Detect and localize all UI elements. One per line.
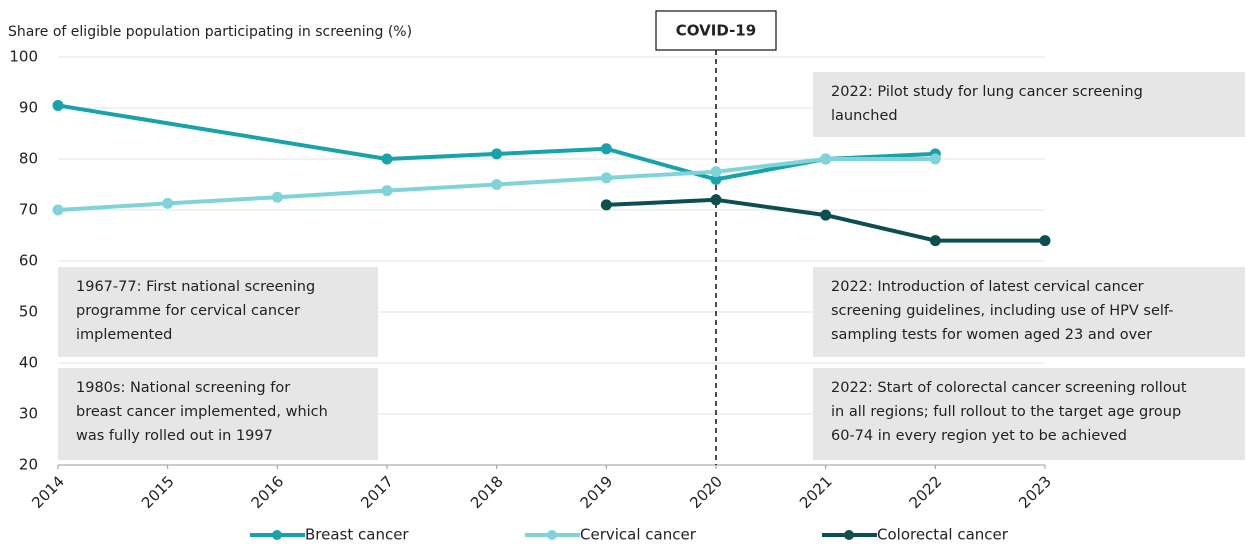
annotation-text: 1980s: National screening for [76,380,290,396]
x-tick-label: 2020 [686,472,726,512]
annotation-text: 2022: Introduction of latest cervical ca… [831,279,1144,295]
y-tick-label: 50 [19,303,38,321]
point [820,209,832,221]
point [381,185,393,197]
annotation-text: sampling tests for women aged 23 and ove… [831,327,1152,343]
point [820,153,832,165]
annotation-text: 2022: Pilot study for lung cancer screen… [831,84,1143,100]
annotation-text: in all regions; full rollout to the targ… [831,404,1181,420]
annotation-text: implemented [76,327,172,343]
x-tick-label: 2023 [1015,472,1055,512]
y-axis-title: Share of eligible population participati… [8,24,412,40]
annotation-text: 2022: Start of colorectal cancer screeni… [831,380,1187,396]
y-tick-label: 90 [19,99,38,117]
point [600,199,612,211]
point [929,235,941,247]
annotation-box [813,72,1245,137]
y-tick-label: 40 [19,354,38,372]
point [52,204,64,216]
legend-marker [844,530,854,540]
point [271,191,283,203]
y-tick-label: 20 [19,456,38,474]
point [162,197,174,209]
x-tick-label: 2022 [906,472,946,512]
event-label: COVID-19 [676,22,756,40]
point [600,143,612,155]
annotation-text: was fully rolled out in 1997 [76,428,273,444]
point [710,173,722,185]
legend-marker [547,530,557,540]
legend-marker [272,530,282,540]
y-tick-label: 80 [19,150,38,168]
y-tick-label: 100 [9,48,38,66]
x-tick-label: 2018 [467,472,507,512]
point [52,99,64,111]
annotation-box [813,368,1245,460]
legend-label: Cervical cancer [580,526,697,544]
legend-item: Colorectal cancer [822,526,1009,544]
legend-label: Colorectal cancer [877,526,1009,544]
legend-item: Breast cancer [250,526,409,544]
x-tick-label: 2019 [577,472,617,512]
x-tick-label: 2016 [248,472,288,512]
point [381,153,393,165]
x-tick-label: 2014 [28,472,68,512]
point [491,179,503,190]
legend-item: Cervical cancer [525,526,697,544]
annotation-text: breast cancer implemented, which [76,404,328,420]
event-box [655,10,777,51]
annotation-box [58,368,378,460]
point [710,194,722,206]
point [929,153,941,165]
point [491,148,503,160]
series-line [57,103,936,182]
point [600,172,612,184]
y-tick-label: 60 [19,252,38,270]
point [710,166,722,178]
annotation-text: 1967-77: First national screening [76,279,315,295]
x-tick-label: 2021 [796,472,836,512]
point [1039,235,1051,247]
y-tick-label: 30 [19,405,38,423]
annotation-text: 60-74 in every region yet to be achieved [831,428,1127,444]
x-tick-label: 2015 [138,472,178,512]
annotation-text: programme for cervical cancer [76,303,300,319]
annotation-box [58,267,378,357]
legend-label: Breast cancer [305,526,409,544]
y-tick-label: 70 [19,201,38,219]
annotation-box [813,267,1245,357]
annotation-text: launched [831,108,898,124]
annotation-text: screening guidelines, including use of H… [831,303,1173,319]
x-tick-label: 2017 [357,472,397,512]
